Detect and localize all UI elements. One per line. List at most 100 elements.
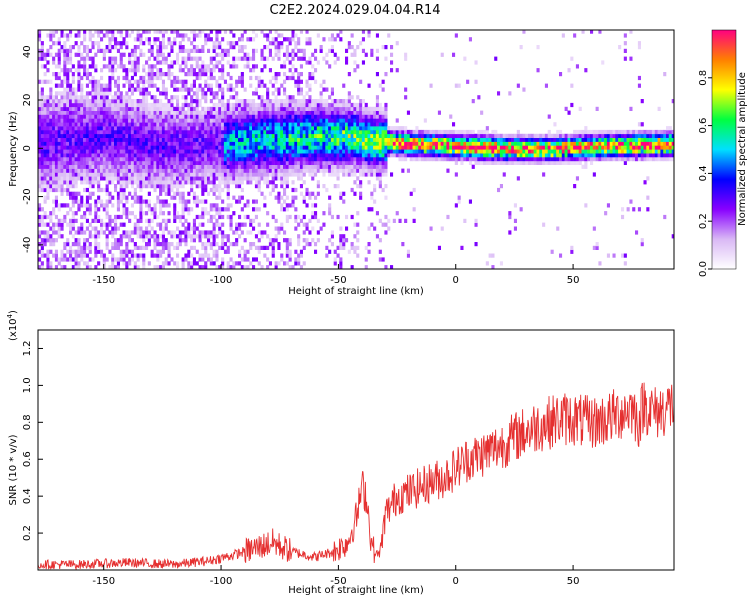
spectrogram-cell bbox=[52, 184, 56, 189]
spectrogram-cell bbox=[130, 172, 134, 177]
spectrogram-cell bbox=[229, 203, 233, 208]
spectrogram-cell bbox=[325, 153, 329, 158]
spectrogram-cell bbox=[437, 129, 441, 135]
spectrogram-cell bbox=[291, 95, 295, 100]
spectrogram-cell bbox=[187, 106, 191, 111]
spectrogram-cell bbox=[136, 126, 140, 131]
spectrogram-cell bbox=[305, 37, 309, 42]
spectrogram-cell bbox=[198, 68, 202, 73]
spectrogram-cell bbox=[260, 133, 264, 138]
spectrogram-cell bbox=[252, 56, 256, 61]
spectrogram-cell bbox=[176, 245, 180, 250]
spectrogram-cell bbox=[159, 207, 163, 212]
spectrogram-cell bbox=[153, 137, 157, 142]
spectrogram-cell bbox=[299, 160, 303, 165]
spectrogram-cell bbox=[60, 106, 64, 111]
spectrogram-cell bbox=[268, 191, 272, 196]
spectrogram-cell bbox=[77, 30, 81, 34]
spectrogram-cell bbox=[49, 265, 53, 269]
spectrogram-cell bbox=[105, 157, 109, 162]
spectrogram-cell bbox=[91, 172, 95, 177]
spectrogram-cell bbox=[215, 41, 219, 46]
spectrogram-cell bbox=[159, 199, 163, 204]
spectrogram-cell bbox=[52, 60, 56, 65]
spectrogram-cell bbox=[359, 145, 363, 150]
spectrogram-cell bbox=[218, 164, 222, 169]
spectrogram-cell bbox=[192, 141, 196, 146]
spectrogram-cell bbox=[187, 153, 191, 158]
spectrogram-cell bbox=[319, 153, 323, 158]
spectrogram-cell bbox=[71, 99, 75, 104]
spectrogram-cell bbox=[167, 180, 171, 185]
spectrogram-cell bbox=[392, 145, 396, 150]
spectrogram-cell bbox=[347, 249, 351, 254]
spectrogram-cell bbox=[311, 102, 315, 108]
spectrogram-cell bbox=[80, 199, 84, 204]
spectrogram-cell bbox=[46, 99, 50, 104]
spectrogram-cell bbox=[49, 238, 53, 243]
spectrogram-cell bbox=[57, 91, 61, 96]
spectrogram-cell bbox=[345, 164, 349, 169]
spectrogram-cell bbox=[215, 133, 219, 138]
spectrogram-cell bbox=[302, 118, 306, 123]
spectrogram-cell bbox=[63, 118, 67, 123]
spectrogram-cell bbox=[221, 245, 225, 250]
spectrogram-cell bbox=[466, 153, 470, 158]
spectrogram-cell bbox=[195, 203, 199, 208]
spectrogram-cell bbox=[229, 172, 233, 177]
spectrogram-cell bbox=[119, 172, 123, 177]
spectrogram-cell bbox=[97, 168, 101, 173]
spectrogram-cell bbox=[252, 153, 256, 158]
spectrogram-cell bbox=[128, 149, 132, 154]
spectrogram-cell bbox=[384, 114, 388, 119]
spectrogram-cell bbox=[102, 118, 106, 123]
spectrogram-cell bbox=[330, 48, 334, 53]
spectrogram-cell bbox=[156, 99, 160, 104]
spectrogram-cell bbox=[207, 242, 211, 247]
spectrogram-cell bbox=[460, 145, 464, 150]
spectrogram-cell bbox=[350, 160, 354, 165]
spectrogram-cell bbox=[240, 75, 244, 81]
spectrogram-cell bbox=[130, 230, 134, 235]
spectrogram-cell bbox=[288, 164, 292, 169]
spectrogram-cell bbox=[204, 172, 208, 177]
spectrogram-cell bbox=[201, 129, 205, 135]
spectrogram-cell bbox=[316, 114, 320, 119]
spectrogram-cell bbox=[116, 207, 120, 212]
spectrogram-cell bbox=[468, 145, 472, 150]
spectrogram-cell bbox=[468, 199, 472, 204]
spectrogram-cell bbox=[454, 83, 458, 88]
spectrogram-cell bbox=[274, 238, 278, 243]
spectrogram-cell bbox=[181, 184, 185, 189]
spectrogram-cell bbox=[94, 145, 98, 150]
spectrogram-cell bbox=[176, 211, 180, 216]
spectrogram-cell bbox=[46, 102, 50, 108]
spectrogram-cell bbox=[161, 52, 165, 57]
spectrogram-cell bbox=[209, 137, 213, 142]
spectrogram-cell bbox=[226, 72, 230, 77]
spectrogram-cell bbox=[353, 60, 357, 65]
spectrogram-cell bbox=[170, 160, 174, 165]
spectrogram-cell bbox=[43, 95, 47, 100]
spectrogram-cell bbox=[38, 126, 42, 131]
spectrogram-cell bbox=[122, 41, 126, 46]
spectrogram-cell bbox=[38, 176, 42, 181]
spectrogram-cell bbox=[176, 187, 180, 193]
spectrogram-cell bbox=[128, 126, 132, 131]
spectrogram-cell bbox=[108, 68, 112, 73]
spectrogram-cell bbox=[412, 153, 416, 158]
spectrogram-cell bbox=[147, 110, 151, 115]
spectrogram-cell bbox=[381, 145, 385, 150]
spectrogram-cell bbox=[463, 56, 467, 61]
spectrogram-cell bbox=[60, 129, 64, 135]
spectrogram-cell bbox=[316, 137, 320, 142]
spectrogram-cell bbox=[263, 56, 267, 61]
spectrogram-cell bbox=[215, 60, 219, 65]
spectrogram-cell bbox=[308, 168, 312, 173]
spectrogram-cell bbox=[142, 238, 146, 243]
spectrogram-cell bbox=[54, 133, 58, 138]
spectrogram-cell bbox=[271, 145, 275, 150]
spectrogram-cell bbox=[184, 199, 188, 204]
spectrogram-cell bbox=[252, 172, 256, 177]
spectrogram-cell bbox=[229, 149, 233, 154]
